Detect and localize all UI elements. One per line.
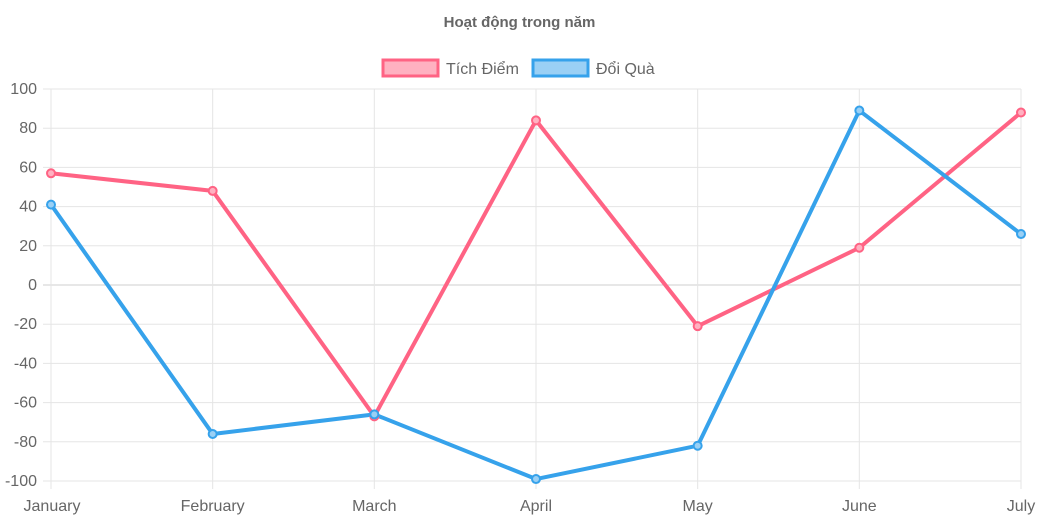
data-point[interactable]: [692, 321, 703, 332]
data-point[interactable]: [1016, 229, 1026, 240]
data-point[interactable]: [46, 199, 56, 210]
data-point[interactable]: [531, 474, 541, 485]
y-tick-label: -100: [5, 473, 37, 490]
y-tick-label: -60: [14, 395, 37, 412]
data-point[interactable]: [46, 168, 56, 179]
y-tick-label: 0: [28, 277, 37, 294]
x-axis-ticks: January February March April May June July: [24, 498, 1036, 515]
x-tick-label: May: [683, 498, 713, 515]
x-tick-label: February: [181, 498, 245, 515]
y-tick-label: 60: [19, 159, 37, 176]
data-points: [46, 105, 1026, 485]
data-point[interactable]: [854, 105, 865, 116]
legend-swatch: [531, 58, 590, 78]
y-tick-label: -80: [14, 434, 37, 451]
x-tick-label: June: [842, 498, 877, 515]
y-tick-label: 40: [19, 199, 37, 216]
data-point[interactable]: [207, 185, 218, 196]
x-tick-label: July: [1007, 498, 1035, 515]
data-point[interactable]: [531, 115, 541, 126]
data-point[interactable]: [207, 428, 218, 439]
legend-label: Đổi Quà: [596, 60, 655, 78]
data-point[interactable]: [692, 440, 703, 451]
legend-label: Tích Điểm: [446, 60, 519, 78]
y-axis-ticks: 100 80 60 40 20 0 -20 -40 -60 -80 -100: [5, 81, 37, 490]
grid-lines: [43, 88, 1022, 489]
y-tick-label: -20: [14, 316, 37, 333]
data-point[interactable]: [1016, 107, 1026, 118]
data-point[interactable]: [854, 242, 865, 253]
y-tick-label: -40: [14, 355, 37, 372]
y-tick-label: 100: [10, 81, 37, 98]
legend-swatch: [381, 58, 440, 78]
y-tick-label: 20: [19, 238, 37, 255]
x-tick-label: January: [24, 498, 81, 515]
data-point[interactable]: [369, 409, 380, 420]
legend[interactable]: Tích Điểm Đổi Quà: [381, 58, 655, 78]
chart-title: Hoạt động trong năm: [444, 14, 596, 31]
x-tick-label: April: [520, 498, 552, 515]
legend-item-1[interactable]: Tích Điểm: [381, 58, 519, 78]
legend-item-2[interactable]: Đổi Quà: [531, 58, 655, 78]
x-tick-label: March: [352, 498, 396, 515]
y-tick-label: 80: [19, 120, 37, 137]
